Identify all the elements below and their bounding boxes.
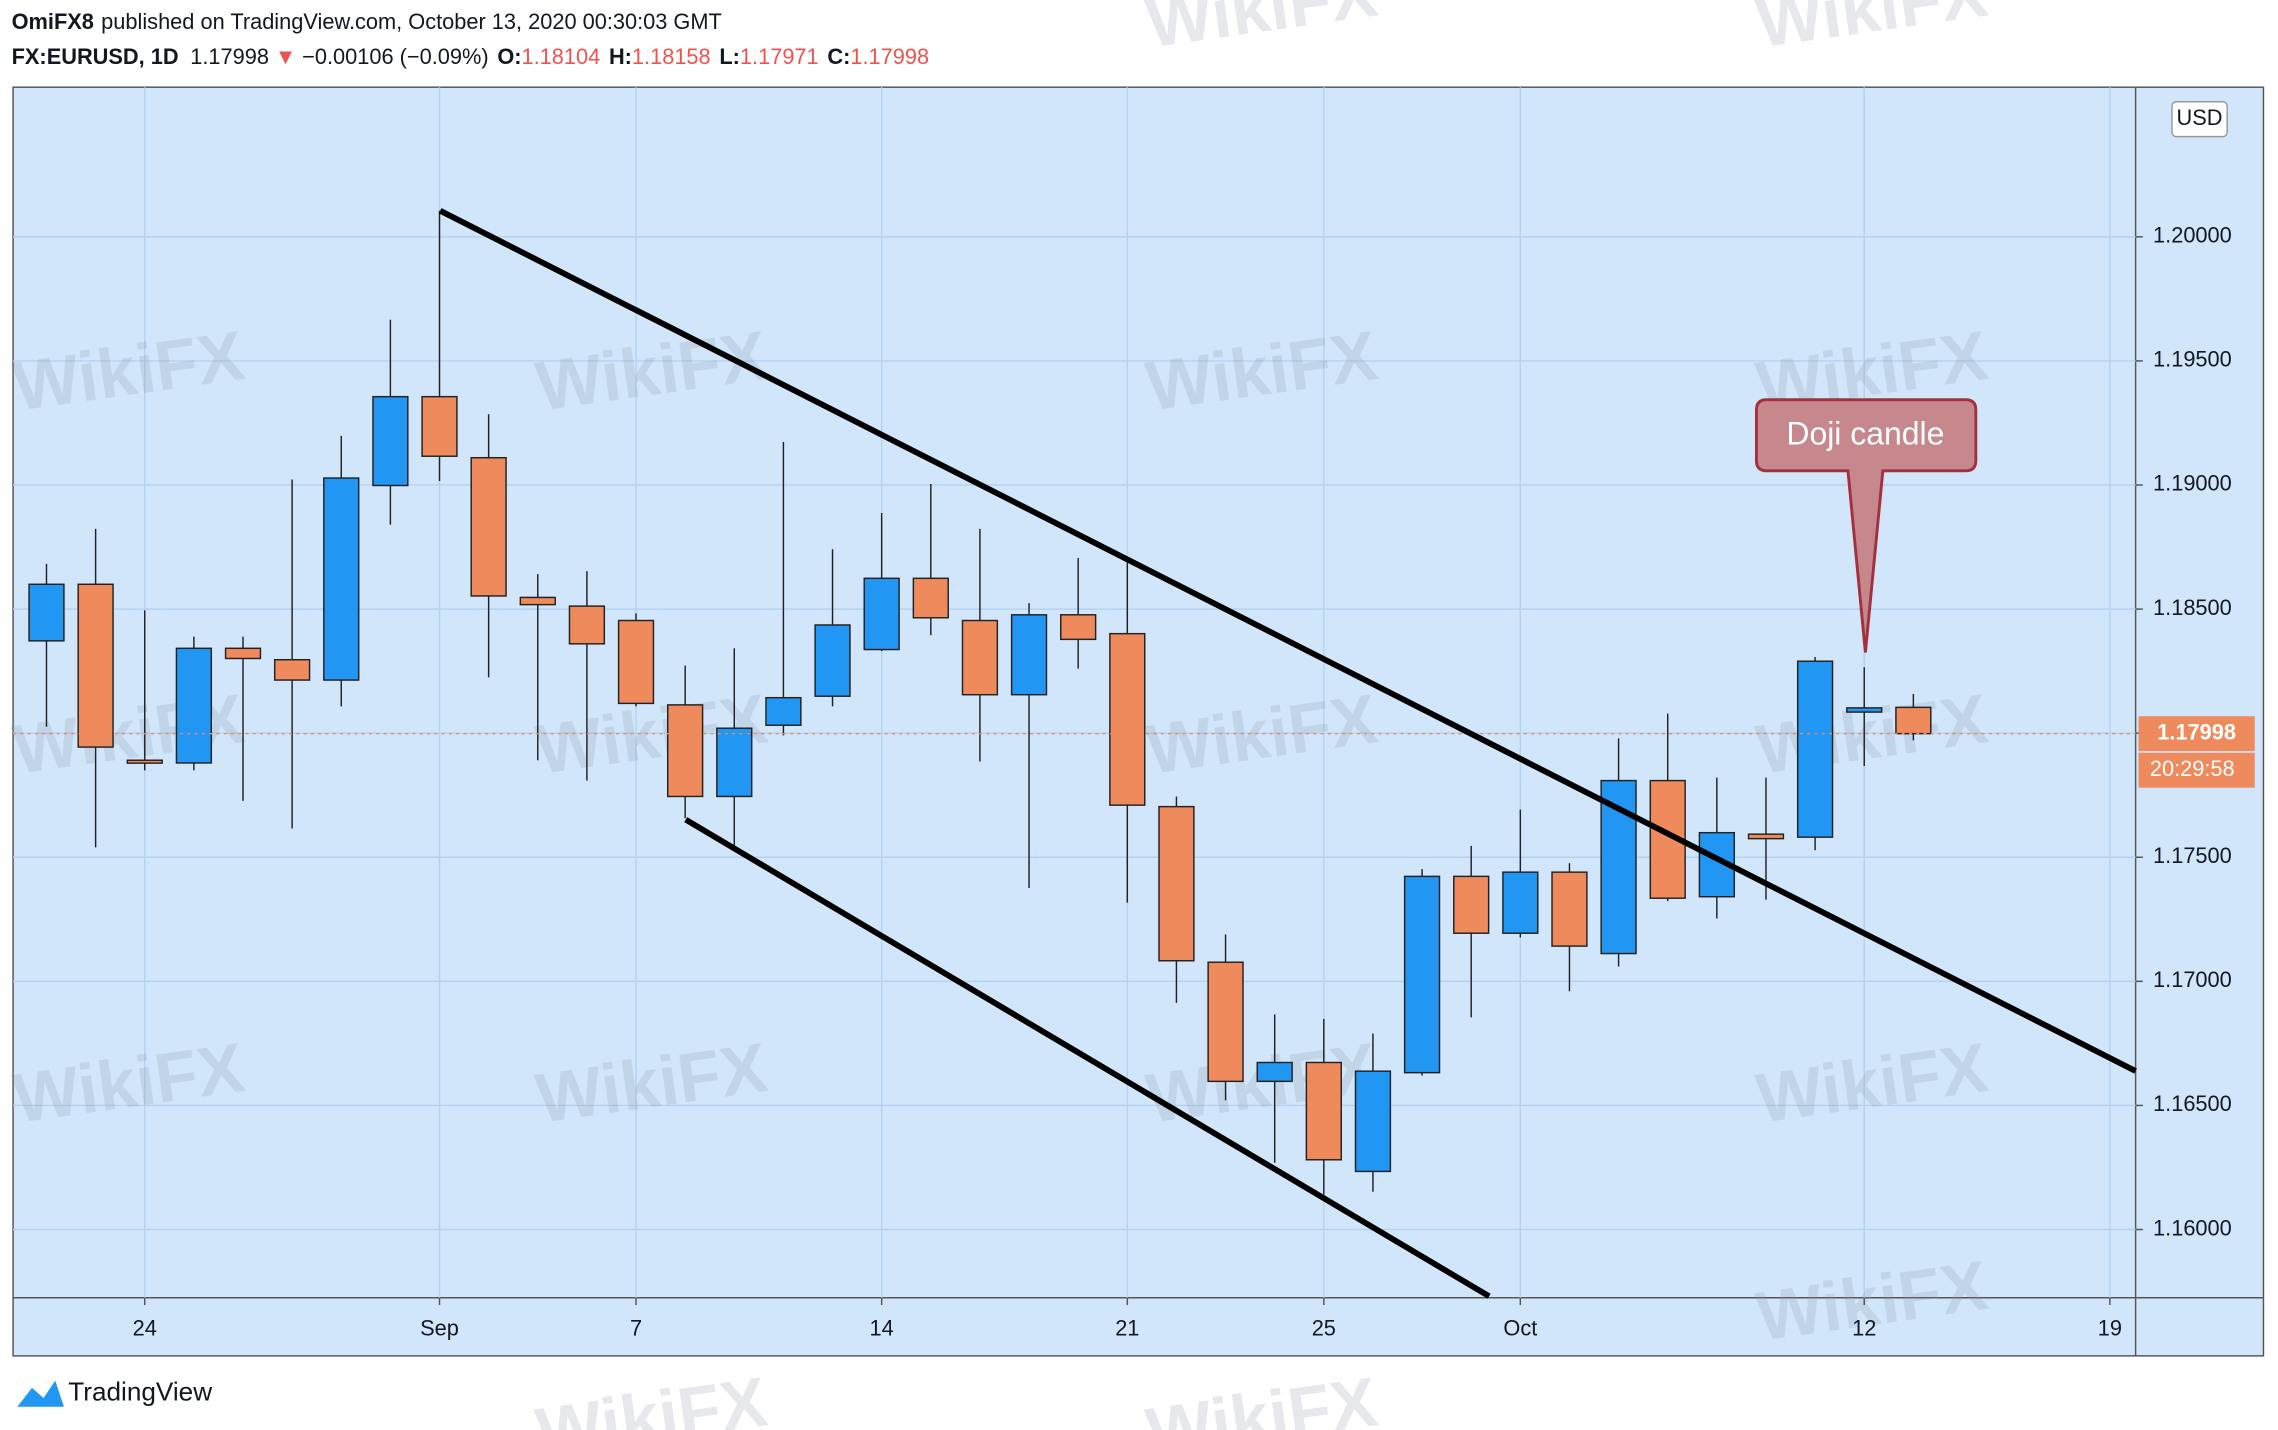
- up-body: [1846, 707, 1883, 713]
- last-price-label: 1.17998: [2157, 719, 2236, 744]
- down-body: [961, 619, 999, 696]
- watermark: WikiFX: [1142, 0, 1382, 62]
- down-body: [1207, 961, 1244, 1083]
- y-axis: 1.160001.165001.170001.175001.180001.185…: [133, 223, 2255, 1340]
- y-tick-label: 1.17500: [2153, 843, 2232, 868]
- down-body: [421, 395, 458, 457]
- up-body: [1502, 871, 1539, 934]
- y-tick-label: 1.16500: [2153, 1091, 2232, 1116]
- down-body: [568, 605, 606, 645]
- watermark: WikiFX: [1752, 0, 1992, 62]
- up-body: [175, 647, 213, 764]
- up-body: [1256, 1061, 1293, 1083]
- up-body: [28, 583, 65, 642]
- down-body: [912, 577, 949, 619]
- published: published on TradingView.com, October 13…: [101, 9, 722, 34]
- countdown: 20:29:58: [2150, 756, 2235, 781]
- close-value: 1.17998: [850, 44, 929, 69]
- symbol: FX:EURUSD, 1D: [12, 44, 179, 69]
- y-tick-label: 1.20000: [2153, 223, 2232, 248]
- high-value: 1.18158: [632, 44, 711, 69]
- down-body: [519, 596, 556, 606]
- down-body: [470, 456, 507, 597]
- down-body: [1158, 805, 1195, 962]
- down-body: [273, 658, 311, 681]
- down-body: [126, 759, 163, 764]
- up-body: [323, 477, 360, 681]
- down-body: [1895, 706, 1932, 735]
- close-label: C:: [827, 44, 850, 69]
- down-arrow: ▼: [275, 44, 297, 69]
- down-body: [617, 619, 655, 705]
- header-line-2: FX:EURUSD, 1D 1.17998 ▼ −0.00106 (−0.09%) O:…: [12, 44, 929, 69]
- down-body: [1305, 1061, 1342, 1161]
- down-body: [1060, 614, 1097, 641]
- down-body: [77, 583, 114, 748]
- down-body: [1747, 833, 1785, 840]
- y-tick-label: 1.18500: [2153, 595, 2232, 620]
- change: −0.00106 (−0.09%): [302, 44, 488, 69]
- x-tick-label: 25: [1312, 1315, 1336, 1340]
- open-value: 1.18104: [522, 44, 601, 69]
- upper-trendline: [438, 208, 2137, 1074]
- candles: [13, 210, 2136, 1195]
- down-body: [1551, 871, 1588, 947]
- up-body: [765, 696, 802, 726]
- open-label: O:: [497, 44, 521, 69]
- watermark: WikiFX: [1142, 1362, 1382, 1430]
- annotation-callout: [1754, 398, 1978, 653]
- up-body: [1354, 1070, 1392, 1173]
- x-tick-label: 12: [1852, 1315, 1876, 1340]
- x-tick-label: 7: [630, 1315, 642, 1340]
- y-tick-label: 1.19000: [2153, 471, 2232, 496]
- y-tick-label: 1.17000: [2153, 967, 2232, 992]
- currency-badge: [2171, 101, 2228, 138]
- x-tick-label: 21: [1115, 1315, 1139, 1340]
- annotation: Doji candle: [1754, 398, 1978, 653]
- currency: USD: [2177, 105, 2223, 130]
- up-body: [1010, 614, 1048, 696]
- up-body: [863, 577, 900, 651]
- up-body: [1796, 660, 1834, 838]
- x-tick-label: Sep: [420, 1315, 459, 1340]
- up-body: [372, 395, 409, 487]
- up-body: [716, 727, 753, 798]
- brand[interactable]: TradingView: [68, 1377, 212, 1407]
- down-body: [1109, 632, 1146, 806]
- up-body: [814, 624, 851, 697]
- countdown-box: [2138, 752, 2255, 788]
- low-label: L:: [719, 44, 740, 69]
- down-body: [666, 704, 704, 798]
- watermark: WikiFX: [531, 1362, 771, 1430]
- x-tick-label: Oct: [1503, 1315, 1537, 1340]
- high-label: H:: [609, 44, 632, 69]
- author: OmiFX8: [12, 9, 94, 34]
- x-tick-label: 14: [870, 1315, 894, 1340]
- down-body: [1453, 875, 1490, 934]
- y-tick-label: 1.16000: [2153, 1215, 2232, 1240]
- low-value: 1.17971: [740, 44, 819, 69]
- x-tick-label: 24: [133, 1315, 157, 1340]
- lower-trendline: [684, 817, 1491, 1299]
- last-price-box: [2138, 716, 2255, 752]
- down-body: [224, 647, 262, 660]
- annotation-text: Doji candle: [1786, 415, 1944, 451]
- header-line-1: OmiFX8 published on TradingView.com, Octo…: [12, 9, 722, 34]
- last-price: 1.17998: [190, 44, 269, 69]
- y-tick-label: 1.19500: [2153, 347, 2232, 372]
- brand-logo[interactable]: [17, 1380, 64, 1407]
- x-tick-label: 19: [2098, 1315, 2122, 1340]
- up-body: [1403, 875, 1441, 1074]
